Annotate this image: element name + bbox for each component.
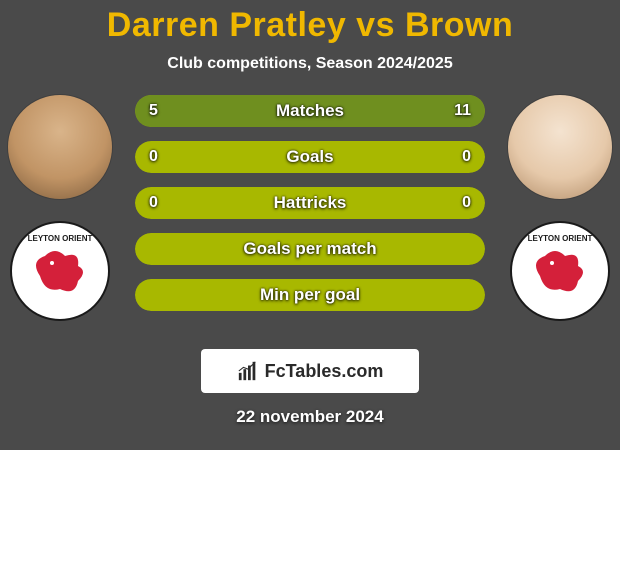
stat-bar: Matches5 11 (135, 95, 485, 127)
bar-value-left: 5 (149, 95, 158, 127)
subtitle: Club competitions, Season 2024/2025 (0, 55, 620, 73)
club-right-crest: LEYTON ORIENT (510, 221, 610, 321)
brand-text: FcTables.com (265, 361, 384, 382)
stat-bar: Goals0 0 (135, 141, 485, 173)
page-title: Darren Pratley vs Brown (0, 0, 620, 45)
avatar-face-icon (8, 95, 112, 199)
stat-bar: Min per goal (135, 279, 485, 311)
bar-label: Matches (135, 95, 485, 127)
svg-text:LEYTON ORIENT: LEYTON ORIENT (28, 234, 93, 243)
bar-value-left: 0 (149, 141, 158, 173)
bar-value-right: 0 (462, 187, 471, 219)
content-area: LEYTON ORIENT LEYTON ORIENT Matches5 11 Go… (0, 95, 620, 335)
bar-label: Min per goal (135, 279, 485, 311)
svg-text:LEYTON ORIENT: LEYTON ORIENT (528, 234, 593, 243)
stat-bar: Goals per match (135, 233, 485, 265)
bar-value-right: 0 (462, 141, 471, 173)
crest-icon: LEYTON ORIENT (10, 221, 110, 321)
bar-label: Hattricks (135, 187, 485, 219)
player-right-avatar (508, 95, 612, 199)
stat-bar: Hattricks0 0 (135, 187, 485, 219)
date-text: 22 november 2024 (0, 407, 620, 427)
bar-value-left: 0 (149, 187, 158, 219)
crest-icon: LEYTON ORIENT (510, 221, 610, 321)
brand-box: FcTables.com (201, 349, 419, 393)
comparison-card: Darren Pratley vs Brown Club competition… (0, 0, 620, 450)
stat-bars: Matches511Goals00Hattricks00Goals per ma… (135, 95, 485, 311)
bar-label: Goals per match (135, 233, 485, 265)
player-left-avatar (8, 95, 112, 199)
avatar-face-icon (508, 95, 612, 199)
club-left-crest: LEYTON ORIENT (10, 221, 110, 321)
chart-icon (237, 360, 259, 382)
bar-value-right: 11 (454, 95, 471, 127)
bar-label: Goals (135, 141, 485, 173)
